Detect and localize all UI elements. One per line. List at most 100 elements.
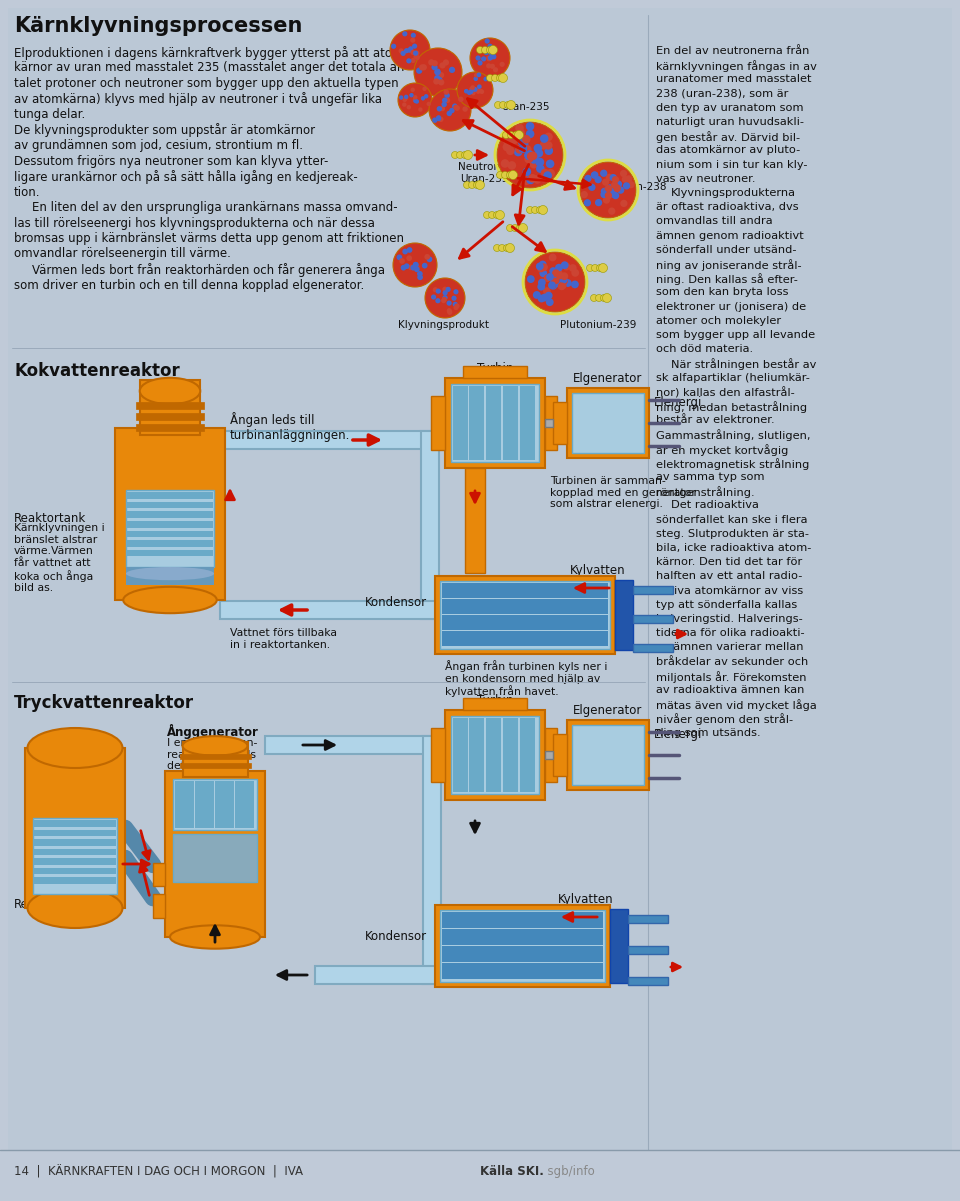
Circle shape [514, 148, 522, 156]
Circle shape [468, 90, 473, 95]
Circle shape [601, 187, 608, 195]
Circle shape [536, 157, 544, 167]
Circle shape [433, 78, 440, 84]
Text: ämnen genom radioaktivt: ämnen genom radioaktivt [656, 231, 804, 240]
Circle shape [418, 275, 423, 280]
Circle shape [441, 298, 446, 303]
Circle shape [595, 199, 602, 207]
Circle shape [462, 151, 468, 159]
Circle shape [534, 144, 542, 153]
Circle shape [446, 309, 452, 313]
Text: bråkdelar av sekunder och: bråkdelar av sekunder och [656, 657, 808, 667]
Bar [572, 725, 644, 785]
Circle shape [503, 143, 511, 151]
Text: Kokvattenreaktor: Kokvattenreaktor [14, 362, 180, 380]
Bar [195, 781, 214, 827]
Text: nivåer genom den strål-: nivåer genom den strål- [656, 713, 793, 725]
Text: När strålningen består av: När strålningen består av [671, 358, 816, 370]
Text: den typ av uranatom som: den typ av uranatom som [656, 103, 804, 113]
Circle shape [449, 108, 455, 113]
Text: Reaktortank: Reaktortank [14, 898, 86, 912]
Circle shape [549, 282, 557, 289]
Text: Ångan leds till
turbinanläggningen.: Ångan leds till turbinanläggningen. [230, 412, 350, 442]
Circle shape [526, 175, 535, 184]
Circle shape [612, 177, 619, 184]
Circle shape [581, 191, 588, 198]
Circle shape [495, 210, 505, 220]
Bar [442, 946, 603, 962]
Circle shape [552, 270, 560, 279]
Circle shape [498, 73, 508, 83]
Circle shape [540, 135, 548, 143]
Circle shape [390, 30, 430, 70]
Bar [610, 909, 628, 982]
Text: De klyvningsprodukter som uppstår är atomkärnor: De klyvningsprodukter som uppstår är ato… [14, 124, 315, 137]
Bar [165, 771, 265, 937]
Circle shape [526, 123, 535, 131]
Circle shape [527, 275, 535, 283]
Circle shape [436, 115, 442, 120]
Bar [442, 599, 608, 614]
Circle shape [552, 269, 560, 277]
Bar [445, 710, 545, 800]
Circle shape [421, 263, 427, 269]
Bar [215, 781, 234, 827]
Circle shape [435, 298, 441, 304]
Circle shape [510, 136, 518, 144]
Text: av grundämnen som jod, cesium, strontium m fl.: av grundämnen som jod, cesium, strontium… [14, 139, 303, 153]
Text: En del av neutronerna från: En del av neutronerna från [656, 46, 809, 56]
Circle shape [501, 160, 510, 168]
Circle shape [463, 107, 468, 112]
Circle shape [502, 131, 510, 138]
Circle shape [561, 262, 568, 269]
Text: vas av neutroner.: vas av neutroner. [656, 174, 756, 184]
Circle shape [628, 181, 635, 189]
Circle shape [506, 147, 515, 155]
Circle shape [436, 288, 441, 294]
Text: talet protoner och neutroner som bygger upp den aktuella typen: talet protoner och neutroner som bygger … [14, 77, 398, 90]
Text: omvandlas till andra: omvandlas till andra [656, 216, 773, 227]
Text: aktiva atomkärnor av viss: aktiva atomkärnor av viss [656, 586, 804, 596]
Circle shape [499, 61, 505, 67]
Circle shape [436, 77, 443, 83]
Circle shape [515, 131, 523, 139]
Circle shape [512, 225, 518, 232]
Circle shape [609, 190, 616, 198]
Circle shape [468, 181, 475, 189]
Bar [127, 502, 213, 508]
Circle shape [536, 165, 544, 173]
Circle shape [453, 305, 459, 310]
Text: Tryckvattenreaktor: Tryckvattenreaktor [14, 694, 194, 712]
Circle shape [556, 271, 564, 280]
Bar [421, 431, 439, 619]
Circle shape [486, 55, 492, 60]
Text: ning. Den kallas så efter-: ning. Den kallas så efter- [656, 273, 798, 285]
Circle shape [409, 92, 414, 97]
Circle shape [404, 263, 410, 269]
Text: Vattnet förs tillbaka
in i reaktortanken.: Vattnet förs tillbaka in i reaktortanken… [230, 628, 337, 650]
Circle shape [414, 267, 420, 273]
Circle shape [560, 276, 567, 283]
Circle shape [591, 172, 598, 179]
Text: sk alfapartiklar (heliumkär-: sk alfapartiklar (heliumkär- [656, 372, 810, 383]
Circle shape [588, 184, 595, 191]
Text: Kondensor: Kondensor [365, 596, 427, 609]
Circle shape [420, 96, 425, 101]
Text: I en tryckvatten-
reaktor används
det varma
reaktorvattnet till
att värma ånga-
: I en tryckvatten- reaktor används det va… [167, 737, 263, 823]
Circle shape [407, 104, 411, 109]
Circle shape [558, 282, 565, 291]
Circle shape [403, 96, 408, 101]
Circle shape [402, 97, 407, 102]
Text: Kylvatten: Kylvatten [558, 894, 613, 906]
Circle shape [440, 62, 445, 68]
Text: Reaktortank: Reaktortank [14, 512, 86, 525]
Circle shape [438, 72, 444, 78]
Text: kärnklyvningen fångas in av: kärnklyvningen fångas in av [656, 60, 817, 72]
Bar [431, 396, 445, 450]
Circle shape [443, 287, 447, 292]
Text: ning, medan betastrålning: ning, medan betastrålning [656, 401, 807, 413]
Circle shape [505, 102, 512, 108]
Bar [442, 631, 608, 646]
Circle shape [549, 253, 557, 262]
Bar [567, 388, 649, 458]
